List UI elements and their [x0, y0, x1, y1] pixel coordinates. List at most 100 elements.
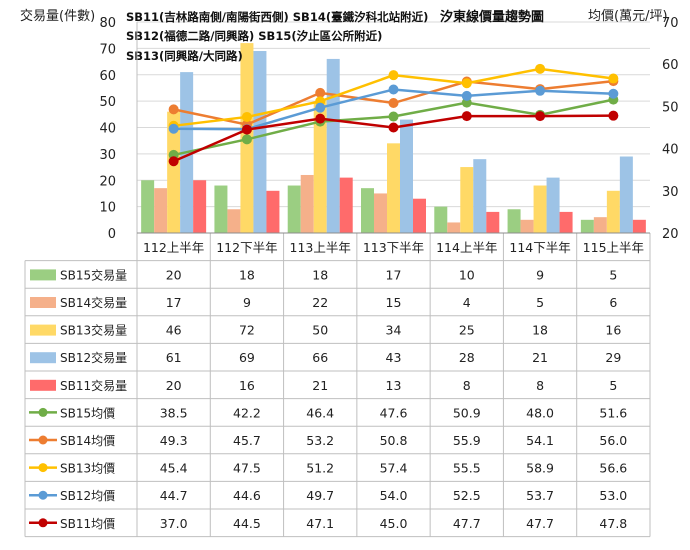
data-cell: 72 — [239, 323, 255, 338]
point-SB13均價 — [608, 73, 619, 84]
left-tick-label: 0 — [108, 227, 116, 242]
data-cell: 5 — [609, 378, 617, 393]
point-SB15均價 — [241, 134, 252, 145]
left-tick-label: 20 — [99, 174, 116, 189]
point-SB11均價 — [535, 111, 546, 122]
bar-SB14交易量 — [374, 193, 387, 233]
data-cell: 17 — [386, 267, 402, 282]
data-cell: 47.6 — [380, 405, 408, 420]
right-tick-label: 20 — [662, 227, 679, 242]
data-cell: 53.0 — [599, 488, 627, 503]
legend-swatch — [30, 324, 56, 336]
point-SB11均價 — [315, 113, 326, 124]
category-label: 113上半年 — [290, 240, 351, 255]
bar-SB11交易量 — [266, 190, 280, 233]
point-SB12均價 — [388, 84, 399, 95]
right-tick-label: 60 — [662, 58, 679, 73]
data-cell: 21 — [312, 378, 328, 393]
data-cell: 8 — [536, 378, 544, 393]
bar-SB13交易量 — [167, 111, 181, 233]
legend-note-2: SB12(福德二路/同興路) SB15(汐止區公所附近) — [126, 29, 382, 43]
point-SB13均價 — [535, 63, 546, 74]
point-SB11均價 — [241, 124, 252, 135]
data-cell: 37.0 — [160, 516, 188, 531]
point-SB12均價 — [608, 88, 619, 99]
bar-SB13交易量 — [460, 167, 474, 233]
data-cell: 10 — [459, 267, 475, 282]
data-cell: 54.0 — [380, 488, 408, 503]
legend-note-3: SB13(同興路/大同路) — [126, 49, 243, 63]
bar-SB15交易量 — [580, 219, 594, 233]
data-cell: 69 — [239, 350, 255, 365]
series-label: SB13交易量 — [60, 323, 127, 338]
bar-SB14交易量 — [520, 219, 534, 233]
data-cell: 25 — [459, 323, 475, 338]
data-cell: 57.4 — [380, 461, 408, 476]
data-cell: 5 — [609, 267, 617, 282]
data-cell: 54.1 — [526, 433, 554, 448]
data-cell: 16 — [605, 323, 621, 338]
bar-SB11交易量 — [632, 219, 646, 233]
bar-SB13交易量 — [313, 101, 327, 233]
data-cell: 29 — [605, 350, 621, 365]
data-cell: 43 — [386, 350, 402, 365]
data-cell: 20 — [166, 267, 182, 282]
legend-swatch — [30, 379, 56, 391]
point-SB12均價 — [535, 85, 546, 96]
category-label: 113下半年 — [363, 240, 424, 255]
bar-SB12交易量 — [619, 156, 633, 233]
data-cell: 49.7 — [306, 488, 334, 503]
series-label: SB14交易量 — [60, 295, 127, 310]
series-label: SB13均價 — [60, 462, 115, 476]
bar-SB14交易量 — [227, 209, 241, 233]
data-cell: 47.7 — [526, 516, 554, 531]
data-cell: 8 — [463, 378, 471, 393]
left-axis-title: 交易量(件數) — [20, 8, 95, 24]
bar-SB14交易量 — [593, 217, 607, 233]
category-label: 112下半年 — [216, 240, 277, 255]
data-cell: 17 — [166, 295, 182, 310]
legend-swatch — [30, 269, 56, 281]
data-cell: 47.7 — [453, 516, 481, 531]
bar-SB12交易量 — [546, 177, 560, 233]
bar-SB11交易量 — [559, 211, 573, 233]
category-label: 114上半年 — [436, 240, 497, 255]
data-cell: 44.7 — [160, 488, 188, 503]
legend-swatch — [30, 297, 56, 308]
bar-SB14交易量 — [447, 222, 461, 233]
right-tick-label: 40 — [662, 143, 679, 158]
data-table: 112上半年 112下半年 113上半年 113下半年 114上半年 114下半年 115上… — [24, 22, 651, 538]
data-cell: 53.2 — [306, 433, 334, 448]
data-cell: 46 — [166, 323, 182, 338]
right-tick-label: 70 — [662, 16, 679, 31]
point-SB14均價 — [315, 87, 326, 98]
bar-SB13交易量 — [606, 190, 620, 233]
right-tick-label: 50 — [662, 100, 679, 115]
data-cell: 16 — [239, 378, 255, 393]
series-label: SB15交易量 — [60, 267, 127, 282]
bar-SB12交易量 — [326, 58, 340, 233]
legend-swatch — [38, 407, 48, 417]
point-SB13均價 — [388, 70, 399, 81]
series-label: SB12均價 — [60, 489, 115, 503]
data-cell: 48.0 — [526, 405, 554, 420]
point-SB14均價 — [388, 98, 399, 109]
bar-SB15交易量 — [434, 206, 448, 233]
data-cell: 15 — [386, 295, 402, 310]
bar-SB15交易量 — [361, 188, 374, 233]
axes: 交易量(件數) 均價(萬元/坪) 汐東線價量趨勢圖 SB11(吉林路南側/南陽街… — [20, 8, 668, 63]
series-label: SB12交易量 — [60, 350, 127, 365]
point-SB11均價 — [168, 156, 179, 167]
data-cell: 56.6 — [599, 461, 627, 476]
legend-swatch — [38, 435, 48, 445]
data-cell: 55.5 — [453, 461, 481, 476]
data-cell: 6 — [609, 295, 617, 310]
price-lines — [168, 63, 619, 167]
data-cell: 5 — [536, 295, 544, 310]
bar-SB11交易量 — [486, 211, 500, 233]
legend-swatch — [30, 352, 56, 364]
legend-swatch — [38, 490, 48, 500]
left-tick-label: 30 — [99, 148, 116, 163]
data-cell: 50 — [312, 323, 328, 338]
